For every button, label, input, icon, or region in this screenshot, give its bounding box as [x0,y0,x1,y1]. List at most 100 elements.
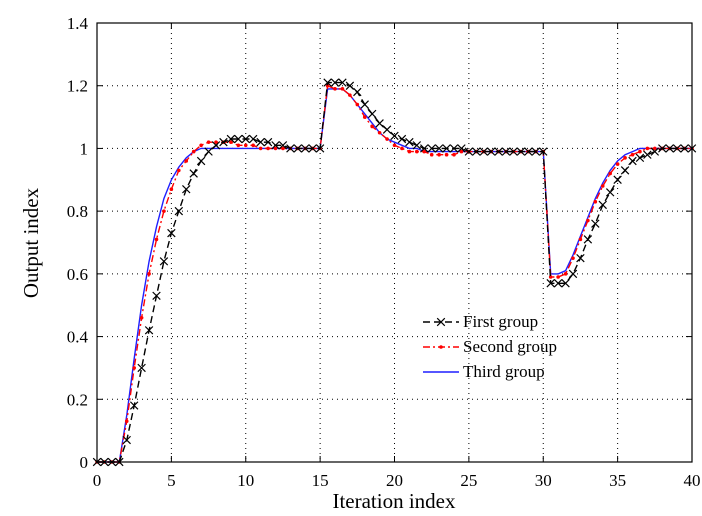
data-point-first-group [263,137,273,147]
data-point-second-group [266,146,270,151]
data-point-second-group [422,149,427,154]
data-point-first-group [680,144,689,153]
data-point-first-group [650,147,660,156]
data-point-first-group [189,169,198,178]
data-point-second-group [415,149,419,154]
data-point-first-group [516,147,526,156]
data-point-first-group [531,147,541,156]
legend: First group Second group Third group [423,312,557,381]
data-point-first-group [620,166,630,175]
data-point-second-group [407,149,412,154]
data-point-second-group [340,87,345,91]
data-point-second-group [571,256,575,260]
x-tick-label: 40 [684,471,701,490]
data-point-first-group [672,144,682,153]
data-point-first-group [122,435,131,445]
data-point-first-group [628,156,637,166]
x-tick-label: 15 [312,471,329,490]
data-point-second-group [452,152,456,157]
data-point-first-group [479,147,488,156]
data-point-second-group [199,143,203,148]
data-point-second-group [608,171,612,176]
data-point-second-group [377,130,382,135]
data-point-second-group [251,143,255,148]
data-point-second-group [191,149,196,154]
data-point-first-group [234,134,243,144]
data-point-first-group [182,184,191,194]
data-point-first-group [159,257,169,266]
data-point-first-group [353,87,362,97]
y-tick-label: 0.2 [67,390,88,409]
data-point-second-group [281,146,285,151]
x-tick-label: 0 [93,471,102,490]
data-point-second-group [362,115,367,119]
legend-marker-second-group [439,345,443,349]
data-point-second-group [615,162,620,166]
data-point-first-group [271,141,280,150]
data-point-first-group [367,109,377,119]
data-point-first-group [167,228,176,238]
data-point-first-group [397,134,407,144]
x-tick-label: 5 [167,471,176,490]
data-point-first-group [338,78,347,87]
x-tick-label: 20 [386,471,403,490]
data-point-first-group [330,78,340,87]
data-point-first-group [546,279,555,288]
data-point-first-group [323,78,332,87]
data-point-second-group [139,315,144,320]
data-point-second-group [623,156,627,160]
y-tick-label: 1 [80,139,89,158]
y-tick-label: 1.4 [67,14,89,33]
x-tick-labels: 0 5 10 15 20 25 30 35 40 [93,471,701,490]
data-point-second-group [184,159,189,163]
data-point-second-group [243,143,248,148]
data-point-second-group [258,146,263,151]
data-point-first-group [315,144,325,153]
data-point-second-group [154,237,159,242]
data-point-first-group [174,206,184,216]
data-point-first-group [658,144,667,153]
data-point-first-group [196,156,206,166]
data-point-second-group [578,237,583,242]
data-point-first-group [390,131,399,141]
legend-label-second-group: Second group [463,337,557,356]
data-point-second-group [132,366,136,370]
data-point-first-group [472,147,481,156]
data-point-first-group [501,147,511,156]
data-point-second-group [236,143,241,148]
y-tick-label: 1.2 [67,77,88,96]
data-point-second-group [437,152,441,157]
data-point-first-group [442,144,451,153]
data-point-second-group [556,275,560,279]
data-point-first-group [293,144,303,153]
data-point-first-group [360,100,369,109]
data-point-first-group [591,219,600,228]
data-point-first-group [539,147,548,156]
y-tick-label: 0.6 [67,265,88,284]
data-point-first-group [301,144,310,153]
data-point-second-group [563,272,568,276]
data-point-first-group [412,141,422,150]
data-point-second-group [392,143,397,148]
data-point-second-group [400,146,404,151]
x-tick-label: 10 [237,471,254,490]
legend-label-first-group: First group [463,312,538,331]
data-point-first-group [568,269,578,279]
x-tick-label: 30 [535,471,552,490]
data-point-second-group [124,419,129,424]
legend-label-third-group: Third group [463,362,545,381]
data-point-second-group [586,218,590,223]
data-point-second-group [348,93,352,97]
data-point-first-group [576,253,585,263]
data-point-second-group [162,209,166,213]
data-point-second-group [645,146,650,151]
data-point-second-group [206,140,211,144]
data-point-second-group [459,149,464,154]
data-point-first-group [509,147,518,156]
data-point-first-group [613,175,622,185]
data-point-first-group [256,137,265,147]
legend-marker-first-group [436,317,446,327]
data-point-second-group [333,87,337,91]
data-point-second-group [355,102,360,107]
